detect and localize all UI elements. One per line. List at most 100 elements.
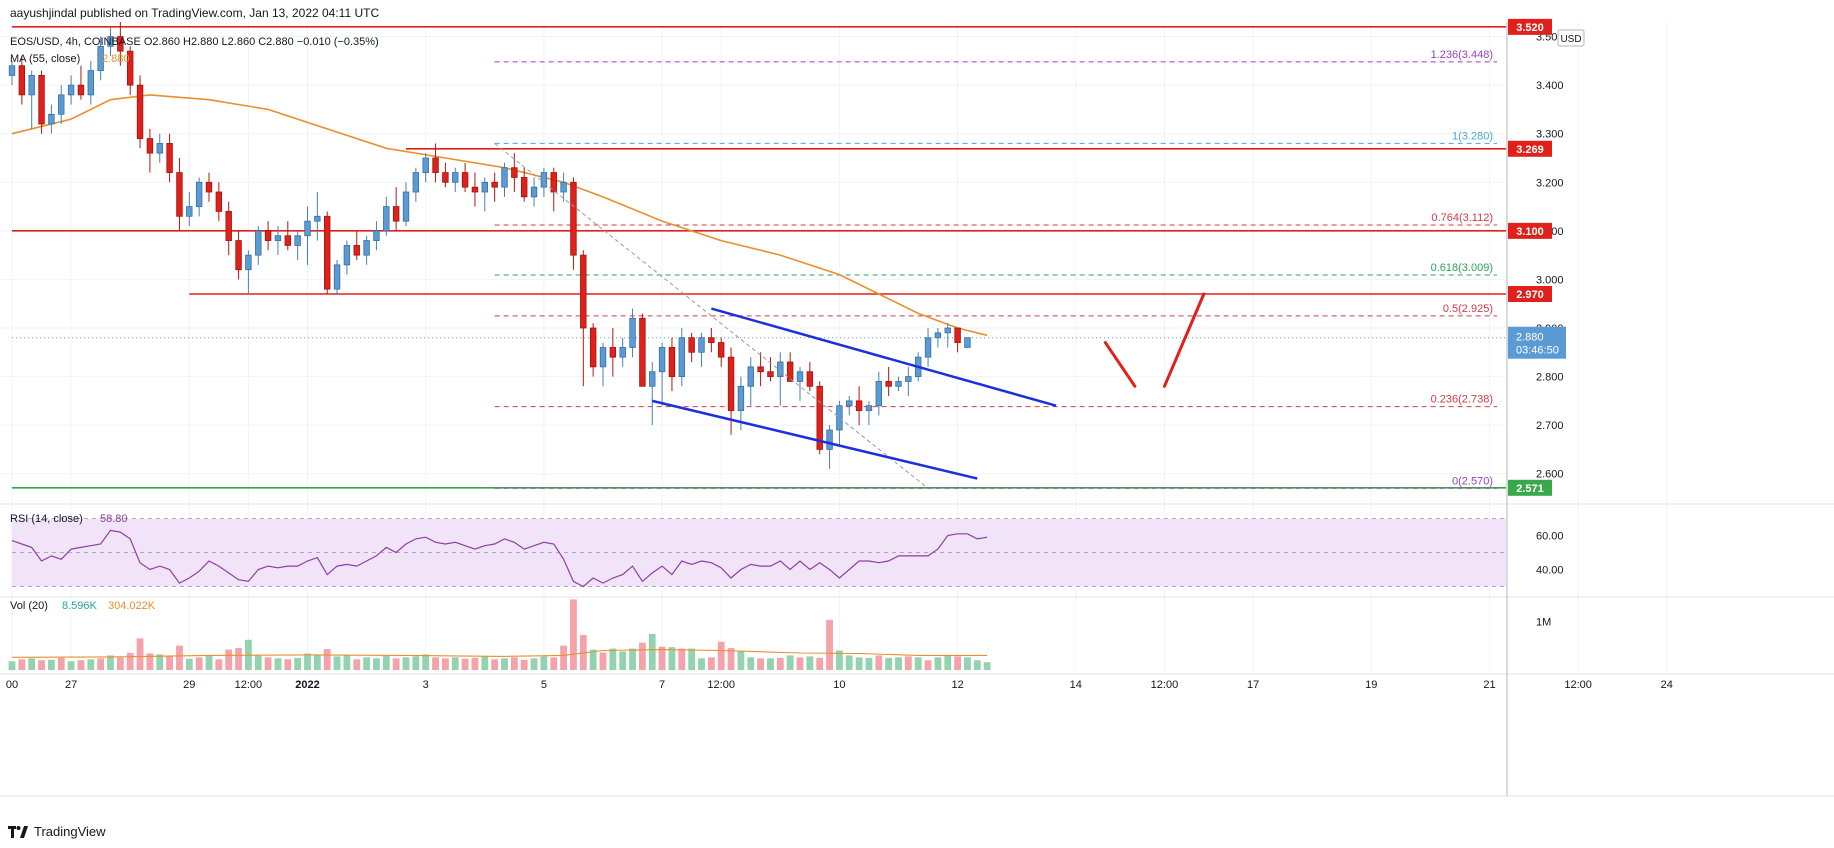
x-tick-label: 10 [833, 679, 845, 691]
volume-bar [116, 657, 124, 670]
volume-bar [550, 657, 558, 670]
volume-bar [176, 645, 183, 670]
volume-bar [707, 657, 715, 670]
vol-legend-label: Vol (20) [10, 600, 48, 612]
candle-body [846, 400, 853, 407]
volume-bar [412, 656, 420, 670]
candle-body [708, 337, 715, 343]
x-tick-label: 12 [951, 679, 963, 691]
volume-bar [658, 646, 666, 670]
candle-body [412, 172, 420, 193]
volume-bar [28, 658, 36, 670]
candle-body [284, 235, 291, 246]
candle-body [215, 191, 223, 212]
level-price-label: 2.571 [1516, 483, 1544, 495]
volume-bar [737, 651, 745, 670]
volume-bar [126, 652, 134, 670]
volume-bar [826, 619, 833, 670]
candle-body [323, 215, 331, 290]
channel-line [711, 307, 1057, 407]
candle-body [353, 245, 360, 256]
countdown-label: 03:46:50 [1516, 345, 1559, 357]
x-tick-label: 17 [1247, 679, 1259, 691]
x-tick-label: 19 [1365, 679, 1377, 691]
candle-body [599, 347, 607, 368]
candle-body [875, 381, 882, 407]
volume-bar [471, 657, 479, 670]
volume-bar [629, 648, 636, 670]
volume-bar [934, 657, 942, 670]
volume-bar [185, 658, 193, 670]
volume-bar [501, 658, 508, 670]
volume-bar [136, 638, 144, 670]
y-tick-label: 3.300 [1536, 129, 1564, 141]
candle-body [826, 429, 833, 450]
volume-bar [639, 642, 646, 670]
volume-bar [97, 658, 105, 670]
candle-body [698, 337, 705, 353]
candle-body [127, 50, 134, 86]
x-tick-label: 12:00 [1564, 679, 1592, 691]
candle-body [580, 254, 587, 329]
tradingview-brand[interactable]: TradingView [8, 824, 106, 839]
candle-body [639, 317, 646, 387]
candle-body [836, 405, 843, 431]
volume-bar [540, 656, 548, 670]
fibonacci-retracement[interactable]: 1.236(3.448) 1(3.280) 0.764(3.112) 0.618(3.… [494, 49, 1497, 489]
ma-legend-value: 2.880 [102, 53, 130, 65]
y-tick-label: 2.700 [1536, 420, 1564, 432]
volume-bar [885, 657, 893, 670]
volume-bar [353, 659, 361, 670]
drawings[interactable] [494, 143, 1206, 489]
moving-average [11, 94, 1506, 339]
volume-bar [855, 657, 863, 670]
candle-body [905, 376, 912, 382]
candle-body [737, 385, 745, 411]
volume-bar [589, 649, 597, 670]
candle-body [570, 181, 577, 256]
x-tick-label: 14 [1070, 679, 1082, 691]
volume-bar [727, 648, 735, 670]
volume-bar [402, 657, 410, 670]
volume-bar [392, 658, 400, 670]
candle-body [58, 94, 65, 115]
candle-body [146, 138, 154, 154]
candle-body [402, 191, 410, 222]
fib-level-label: 1.236(3.448) [1431, 49, 1493, 61]
volume-bar [442, 658, 449, 670]
volume-bar [648, 633, 656, 670]
volume-bar [87, 659, 95, 670]
volume-bar [343, 655, 351, 670]
volume-bar [8, 661, 16, 670]
level-price-tag [1508, 18, 1552, 35]
volume-bar [875, 655, 883, 670]
volume-bar [195, 657, 203, 670]
candle-body [530, 186, 538, 198]
candle-body [107, 36, 114, 47]
volume-bar [688, 648, 696, 670]
candle-body [806, 371, 814, 387]
volume-bar [451, 657, 459, 670]
candle-body [471, 186, 479, 193]
volume-bar [304, 653, 311, 670]
fib-level-label: 0.618(3.009) [1431, 262, 1493, 274]
volume-bar [668, 647, 676, 670]
candle-body [619, 347, 626, 358]
candle-body [609, 347, 617, 358]
volume-bar [786, 655, 794, 670]
volume-bar [757, 658, 764, 670]
y-tick-label: 3.000 [1536, 274, 1564, 286]
volume-bar [264, 657, 272, 670]
candle-body [944, 327, 951, 334]
y-tick-label: 2.600 [1536, 469, 1564, 481]
candle-body [225, 211, 232, 241]
candle-body [718, 342, 725, 358]
candle-body [333, 264, 341, 290]
y-tick-label: 3.400 [1536, 80, 1564, 92]
candle-body [540, 172, 548, 188]
candle-body [294, 235, 301, 246]
volume-bar [313, 655, 321, 670]
volume-bar [274, 658, 282, 670]
rsi-tick-label: 60.00 [1536, 531, 1564, 543]
